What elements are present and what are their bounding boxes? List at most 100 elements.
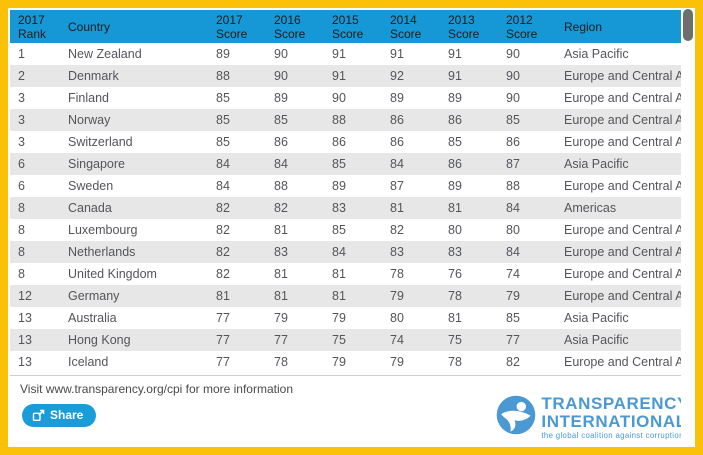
cell-rank: 8 [18, 223, 25, 237]
cell-s2016: 78 [274, 355, 288, 369]
cell-s2017: 82 [216, 201, 230, 215]
cell-s2016: 89 [274, 91, 288, 105]
cell-s2014: 87 [390, 179, 404, 193]
cell-s2015: 79 [332, 311, 346, 325]
cell-country: Canada [68, 201, 112, 215]
cell-s2012: 90 [506, 91, 520, 105]
cell-s2014: 80 [390, 311, 404, 325]
cell-s2017: 77 [216, 355, 230, 369]
cell-rank: 13 [18, 355, 32, 369]
table-header-row: 2017 Rank Country 2017 Score 2016 Score 2015… [10, 10, 683, 43]
share-button[interactable]: Share [22, 404, 97, 427]
cell-country: Denmark [68, 69, 119, 83]
cell-region: Asia Pacific [564, 311, 629, 325]
cell-s2015: 79 [332, 355, 346, 369]
cell-s2017: 85 [216, 91, 230, 105]
cell-region: Americas [564, 201, 617, 215]
cell-s2012: 79 [506, 289, 520, 303]
globe-icon [496, 395, 536, 440]
cell-s2013: 81 [448, 201, 462, 215]
cell-s2014: 82 [390, 223, 404, 237]
cell-s2013: 78 [448, 289, 462, 303]
cell-s2017: 81 [216, 289, 230, 303]
cell-s2015: 81 [332, 267, 346, 281]
cell-s2012: 84 [506, 245, 520, 259]
cell-region: Europe and Central Asia [564, 223, 683, 237]
logo-tagline: the global coalition against corruption [541, 431, 684, 440]
cell-region: Europe and Central Asia [564, 113, 683, 127]
cell-rank: 3 [18, 135, 25, 149]
cell-s2012: 90 [506, 69, 520, 83]
cell-s2016: 82 [274, 201, 288, 215]
cell-s2013: 89 [448, 179, 462, 193]
table-row: 8 Canada 82 82 83 81 81 84 Americas [10, 197, 683, 219]
cell-s2013: 83 [448, 245, 462, 259]
cell-s2014: 89 [390, 91, 404, 105]
cell-s2015: 75 [332, 333, 346, 347]
cell-region: Europe and Central Asia [564, 289, 683, 303]
cell-s2016: 81 [274, 223, 288, 237]
cell-s2012: 90 [506, 47, 520, 61]
cell-s2015: 81 [332, 289, 346, 303]
cell-rank: 13 [18, 311, 32, 325]
cell-rank: 8 [18, 201, 25, 215]
cell-s2017: 85 [216, 113, 230, 127]
cell-s2015: 86 [332, 135, 346, 149]
scrollbar-thumb[interactable] [683, 9, 693, 41]
cell-country: Hong Kong [68, 333, 131, 347]
cell-country: Singapore [68, 157, 125, 171]
cell-rank: 8 [18, 245, 25, 259]
cell-s2017: 85 [216, 135, 230, 149]
cell-s2016: 88 [274, 179, 288, 193]
table-container: 2017 Rank Country 2017 Score 2016 Score 2015… [10, 10, 683, 427]
transparency-international-logo[interactable]: TRANSPARENCY INTERNATIONAL the global co… [496, 395, 689, 440]
cell-region: Europe and Central Asia [564, 245, 683, 259]
cell-s2017: 88 [216, 69, 230, 83]
column-header-s2015: 2015 Score [324, 10, 382, 43]
cell-s2013: 76 [448, 267, 462, 281]
cell-s2014: 78 [390, 267, 404, 281]
cell-s2015: 88 [332, 113, 346, 127]
cell-s2012: 88 [506, 179, 520, 193]
vertical-scrollbar[interactable] [681, 8, 695, 447]
table-row: 1 New Zealand 89 90 91 91 91 90 Asia Pacific [10, 43, 683, 65]
cell-s2015: 85 [332, 223, 346, 237]
cell-s2014: 92 [390, 69, 404, 83]
cell-country: Netherlands [68, 245, 136, 259]
cell-s2014: 74 [390, 333, 404, 347]
cell-s2013: 80 [448, 223, 462, 237]
cell-s2012: 87 [506, 157, 520, 171]
cell-rank: 6 [18, 157, 25, 171]
cell-region: Asia Pacific [564, 157, 629, 171]
cell-s2013: 86 [448, 157, 462, 171]
cell-s2017: 77 [216, 311, 230, 325]
cell-s2017: 89 [216, 47, 230, 61]
cell-country: Germany [68, 289, 120, 303]
cell-s2012: 85 [506, 113, 520, 127]
table-row: 3 Finland 85 89 90 89 89 90 Europe and Central A… [10, 87, 683, 109]
cell-s2014: 79 [390, 289, 404, 303]
table-head: 2017 Rank Country 2017 Score 2016 Score 2015… [10, 10, 683, 43]
cell-region: Europe and Central Asia [564, 267, 683, 281]
cell-s2014: 81 [390, 201, 404, 215]
table-row: 8 Netherlands 82 83 84 83 83 84 Europe and Centr… [10, 241, 683, 263]
table-row: 3 Norway 85 85 88 86 86 85 Europe and Central As… [10, 109, 683, 131]
cell-country: New Zealand [68, 47, 142, 61]
share-icon [32, 409, 45, 422]
cell-country: Norway [68, 113, 111, 127]
logo-name-line2: INTERNATIONAL [541, 411, 687, 431]
logo-text: TRANSPARENCY INTERNATIONAL the global co… [541, 395, 689, 440]
share-row: Share [10, 400, 681, 427]
cell-rank: 13 [18, 333, 32, 347]
cell-s2015: 89 [332, 179, 346, 193]
cell-s2016: 84 [274, 157, 288, 171]
cell-s2016: 81 [274, 289, 288, 303]
column-header-s2013: 2013 Score [440, 10, 498, 43]
cell-s2017: 84 [216, 157, 230, 171]
table-row: 13 Australia 77 79 79 80 81 85 Asia Pacific [10, 307, 683, 329]
cell-s2013: 91 [448, 69, 462, 83]
cell-rank: 8 [18, 267, 25, 281]
cell-s2017: 77 [216, 333, 230, 347]
cell-s2014: 86 [390, 135, 404, 149]
